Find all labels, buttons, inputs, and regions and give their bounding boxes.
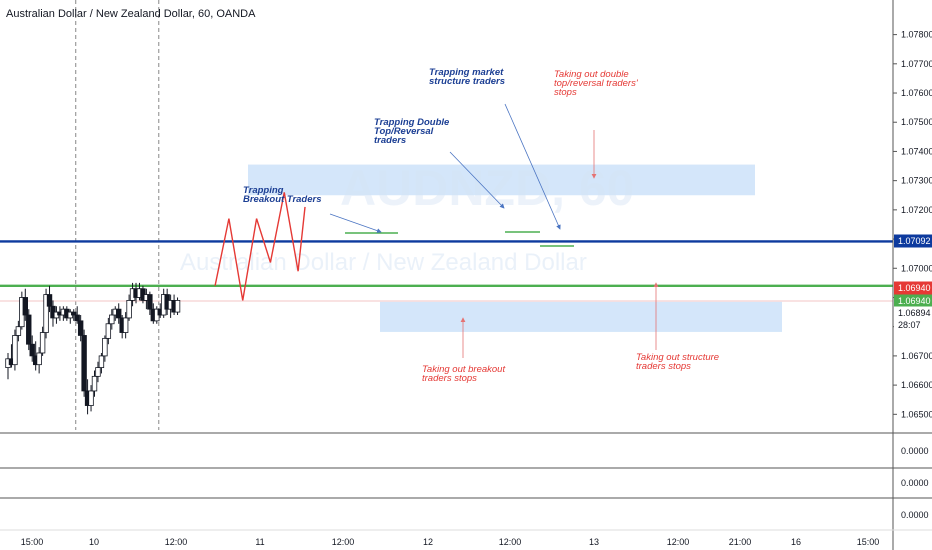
y-tick-label: 1.07000 bbox=[901, 263, 932, 273]
annotation-market-structure: Trapping market bbox=[429, 67, 504, 78]
candle-body bbox=[12, 335, 18, 366]
price-badge-label: 1.07092 bbox=[898, 236, 931, 246]
candle-body bbox=[39, 332, 46, 354]
watermark-name: Australian Dollar / New Zealand Dollar bbox=[180, 249, 587, 276]
zigzag-path bbox=[214, 192, 306, 301]
x-tick-label: 12:00 bbox=[499, 537, 522, 547]
x-tick-label: 12 bbox=[423, 537, 433, 547]
y-tick-label: 1.07400 bbox=[901, 146, 932, 156]
candle-body bbox=[105, 323, 112, 339]
candle-body bbox=[126, 300, 132, 319]
indicator-tick-label: 0.0000 bbox=[901, 446, 929, 456]
candle-body bbox=[46, 294, 53, 307]
x-tick-label: 12:00 bbox=[667, 537, 690, 547]
y-tick-label: 1.06700 bbox=[901, 351, 932, 361]
candle-body bbox=[26, 314, 32, 345]
price-badge bbox=[894, 318, 932, 332]
price-badge-label: 28:07 bbox=[898, 320, 921, 330]
candle-body bbox=[77, 320, 84, 336]
annotation-double-top-stops: top/reversal traders' bbox=[554, 78, 639, 89]
annotation-double-top-stops: Taking out double bbox=[554, 69, 629, 80]
annotation-breakout: Breakout Traders bbox=[243, 194, 322, 205]
y-tick-label: 1.07200 bbox=[901, 205, 932, 215]
price-badge bbox=[894, 281, 932, 295]
zone-rect bbox=[380, 301, 782, 332]
y-tick-label: 1.07600 bbox=[901, 88, 932, 98]
annotation-structure-stops: Taking out structure bbox=[636, 352, 719, 363]
annotation-double-top: traders bbox=[374, 135, 406, 146]
annotation-double-top: Top/Reversal bbox=[374, 126, 434, 137]
y-tick-label: 1.07500 bbox=[901, 117, 932, 127]
x-tick-label: 15:00 bbox=[857, 537, 880, 547]
annotation-arrow bbox=[449, 151, 505, 209]
price-badge-label: 1.06894 bbox=[898, 308, 931, 318]
watermark-symbol: AUDNZD, 60 bbox=[340, 160, 634, 216]
candle-body bbox=[81, 335, 87, 392]
price-badge bbox=[894, 294, 932, 308]
candle-body bbox=[109, 314, 115, 325]
candle-body bbox=[102, 337, 108, 357]
annotation-double-top-stops: stops bbox=[554, 87, 577, 98]
x-tick-label: 13 bbox=[589, 537, 599, 547]
annotation-double-top: Trapping Double bbox=[374, 117, 450, 128]
symbol-title: Australian Dollar / New Zealand Dollar, … bbox=[6, 8, 256, 20]
candle-body bbox=[98, 355, 105, 368]
annotation-structure-stops: traders stops bbox=[636, 361, 691, 372]
annotation-arrow bbox=[504, 103, 561, 230]
candle-body bbox=[95, 367, 101, 377]
x-tick-label: 12:00 bbox=[332, 537, 355, 547]
price-badge-label: 1.06940 bbox=[898, 283, 931, 293]
candle-body bbox=[147, 294, 153, 310]
candle-body bbox=[122, 317, 129, 333]
candle-body bbox=[29, 343, 35, 357]
x-tick-label: 11 bbox=[255, 537, 264, 547]
annotation-market-structure: structure traders bbox=[429, 76, 505, 87]
indicator-tick-label: 0.0000 bbox=[901, 478, 929, 488]
y-tick-label: 1.06500 bbox=[901, 409, 932, 419]
candle-body bbox=[36, 352, 42, 366]
annotation-breakout-stops: traders stops bbox=[422, 373, 477, 384]
x-tick-label: 21:00 bbox=[729, 537, 752, 547]
candle-body bbox=[22, 297, 28, 316]
candle-body bbox=[116, 308, 122, 319]
candle-body bbox=[15, 326, 22, 336]
candle-body bbox=[91, 375, 98, 392]
session-separators bbox=[75, 0, 160, 430]
price-zones bbox=[248, 164, 782, 332]
annotation-arrow bbox=[329, 213, 382, 233]
price-badge-label: 1.06940 bbox=[898, 296, 931, 306]
projection-zigzag bbox=[214, 192, 574, 301]
annotation-breakout: Trapping bbox=[243, 185, 284, 196]
candle-body bbox=[88, 390, 94, 406]
x-tick-label: 10 bbox=[89, 537, 99, 547]
x-tick-label: 15:00 bbox=[21, 537, 44, 547]
zone-rect bbox=[248, 164, 755, 196]
indicator-tick-label: 0.0000 bbox=[901, 510, 929, 520]
y-tick-label: 1.07300 bbox=[901, 176, 932, 186]
price-badge bbox=[894, 306, 932, 320]
candlestick-series bbox=[5, 282, 181, 415]
x-tick-label: 16 bbox=[791, 537, 801, 547]
annotation-breakout-stops: Taking out breakout bbox=[422, 364, 505, 375]
candle-body bbox=[43, 294, 49, 333]
y-tick-label: 1.07800 bbox=[901, 30, 932, 40]
y-tick-label: 1.06600 bbox=[901, 380, 932, 390]
x-tick-label: 12:00 bbox=[165, 537, 188, 547]
price-badge bbox=[894, 234, 932, 248]
candle-body bbox=[74, 314, 80, 322]
candle-body bbox=[71, 311, 77, 316]
y-tick-label: 1.07700 bbox=[901, 59, 932, 69]
candle-body bbox=[174, 300, 181, 313]
